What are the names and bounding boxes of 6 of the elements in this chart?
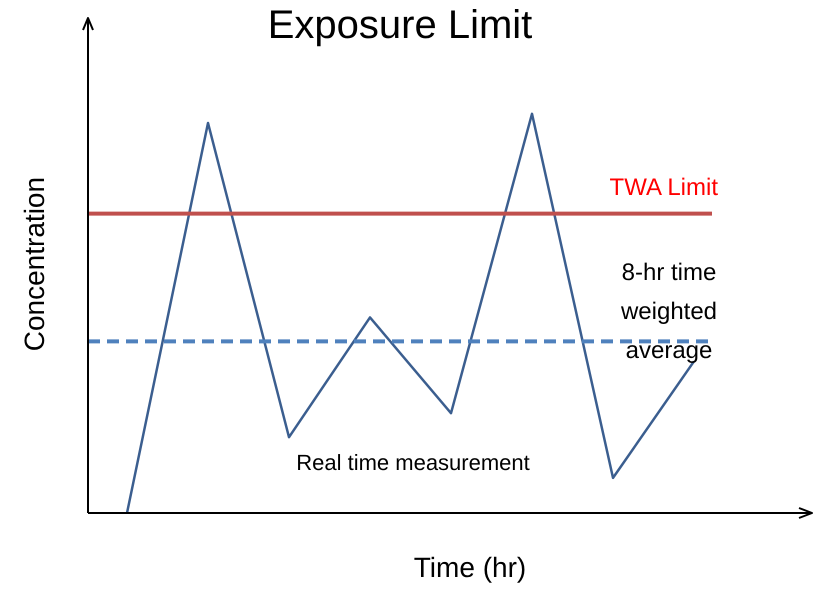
y-axis-title: Concentration [18, 176, 51, 354]
ref-line-label: TWA Limit [608, 174, 718, 202]
series-label: Real time measurement [295, 450, 531, 476]
ref-line-label: 8-hr time weighted average [620, 258, 718, 366]
x-axis-title: Time (hr) [412, 552, 528, 584]
chart-title: Exposure Limit [266, 2, 534, 48]
